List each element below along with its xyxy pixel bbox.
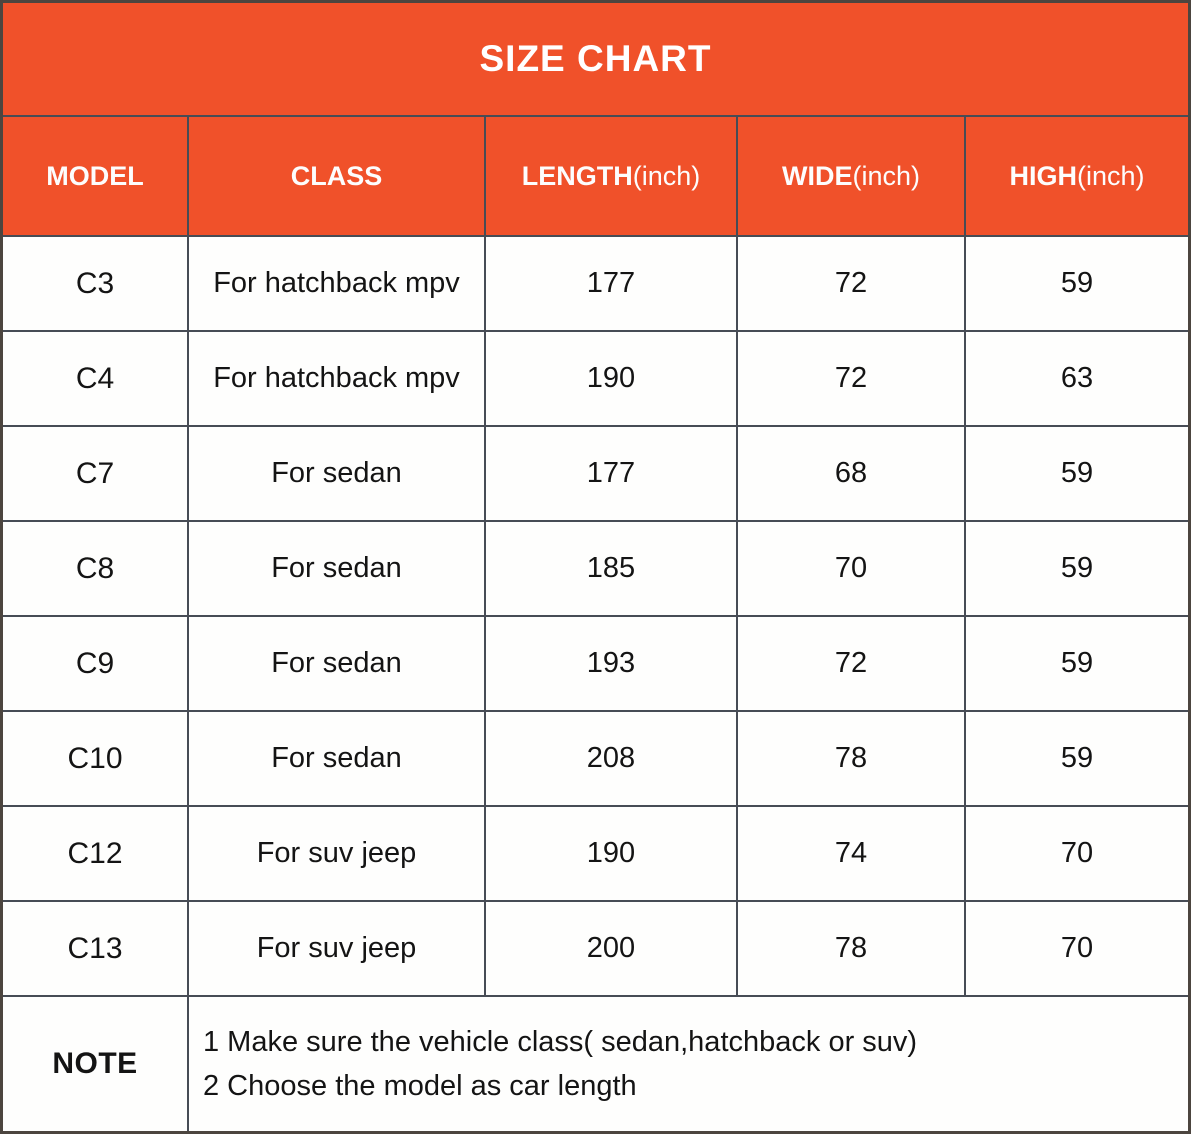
cell-class: For sedan bbox=[189, 427, 484, 520]
cell-class: For suv jeep bbox=[189, 902, 484, 995]
column-header-unit: (inch) bbox=[1076, 160, 1145, 191]
cell-high: 59 bbox=[966, 522, 1188, 615]
cell-high: 59 bbox=[966, 427, 1188, 520]
cell-class: For hatchback mpv bbox=[189, 332, 484, 425]
cell-model: C13 bbox=[3, 902, 187, 995]
cell-length: 177 bbox=[486, 427, 736, 520]
column-header-unit: (inch) bbox=[632, 160, 701, 191]
cell-class: For sedan bbox=[189, 712, 484, 805]
cell-class: For sedan bbox=[189, 522, 484, 615]
column-header-high: HIGH (inch) bbox=[966, 117, 1188, 235]
column-header-label: WIDE bbox=[781, 160, 853, 191]
column-header-label: LENGTH bbox=[521, 160, 633, 191]
cell-model: C7 bbox=[3, 427, 187, 520]
cell-wide: 72 bbox=[738, 237, 964, 330]
cell-model: C12 bbox=[3, 807, 187, 900]
cell-model: C10 bbox=[3, 712, 187, 805]
cell-high: 59 bbox=[966, 712, 1188, 805]
cell-length: 200 bbox=[486, 902, 736, 995]
column-header-unit: (inch) bbox=[852, 160, 920, 191]
note-lines: 1 Make sure the vehicle class( sedan,hat… bbox=[203, 1020, 917, 1108]
column-header-class: CLASS bbox=[189, 117, 484, 235]
cell-high: 59 bbox=[966, 237, 1188, 330]
column-header-label: HIGH bbox=[1009, 160, 1077, 191]
column-header-model: MODEL bbox=[3, 117, 187, 235]
cell-wide: 70 bbox=[738, 522, 964, 615]
cell-model: C9 bbox=[3, 617, 187, 710]
cell-class: For suv jeep bbox=[189, 807, 484, 900]
cell-wide: 78 bbox=[738, 902, 964, 995]
cell-wide: 72 bbox=[738, 617, 964, 710]
cell-length: 208 bbox=[486, 712, 736, 805]
column-header-label: CLASS bbox=[290, 160, 383, 191]
cell-length: 177 bbox=[486, 237, 736, 330]
note-line-1: 1 Make sure the vehicle class( sedan,hat… bbox=[203, 1025, 918, 1058]
note-label: NOTE bbox=[3, 997, 187, 1131]
chart-title: SIZE CHART bbox=[3, 3, 1188, 115]
cell-wide: 74 bbox=[738, 807, 964, 900]
cell-high: 70 bbox=[966, 807, 1188, 900]
column-header-wide: WIDE (inch) bbox=[738, 117, 964, 235]
cell-length: 185 bbox=[486, 522, 736, 615]
cell-wide: 72 bbox=[738, 332, 964, 425]
cell-length: 190 bbox=[486, 332, 736, 425]
note-line-2: 2 Choose the model as car length bbox=[203, 1070, 637, 1102]
cell-model: C8 bbox=[3, 522, 187, 615]
cell-class: For sedan bbox=[189, 617, 484, 710]
cell-wide: 78 bbox=[738, 712, 964, 805]
cell-high: 63 bbox=[966, 332, 1188, 425]
cell-model: C3 bbox=[3, 237, 187, 330]
column-header-length: LENGTH (inch) bbox=[486, 117, 736, 235]
cell-length: 193 bbox=[486, 617, 736, 710]
cell-high: 70 bbox=[966, 902, 1188, 995]
cell-length: 190 bbox=[486, 807, 736, 900]
cell-high: 59 bbox=[966, 617, 1188, 710]
column-header-label: MODEL bbox=[46, 160, 144, 191]
cell-model: C4 bbox=[3, 332, 187, 425]
cell-class: For hatchback mpv bbox=[189, 237, 484, 330]
cell-wide: 68 bbox=[738, 427, 964, 520]
note-text: 1 Make sure the vehicle class( sedan,hat… bbox=[189, 997, 1188, 1131]
